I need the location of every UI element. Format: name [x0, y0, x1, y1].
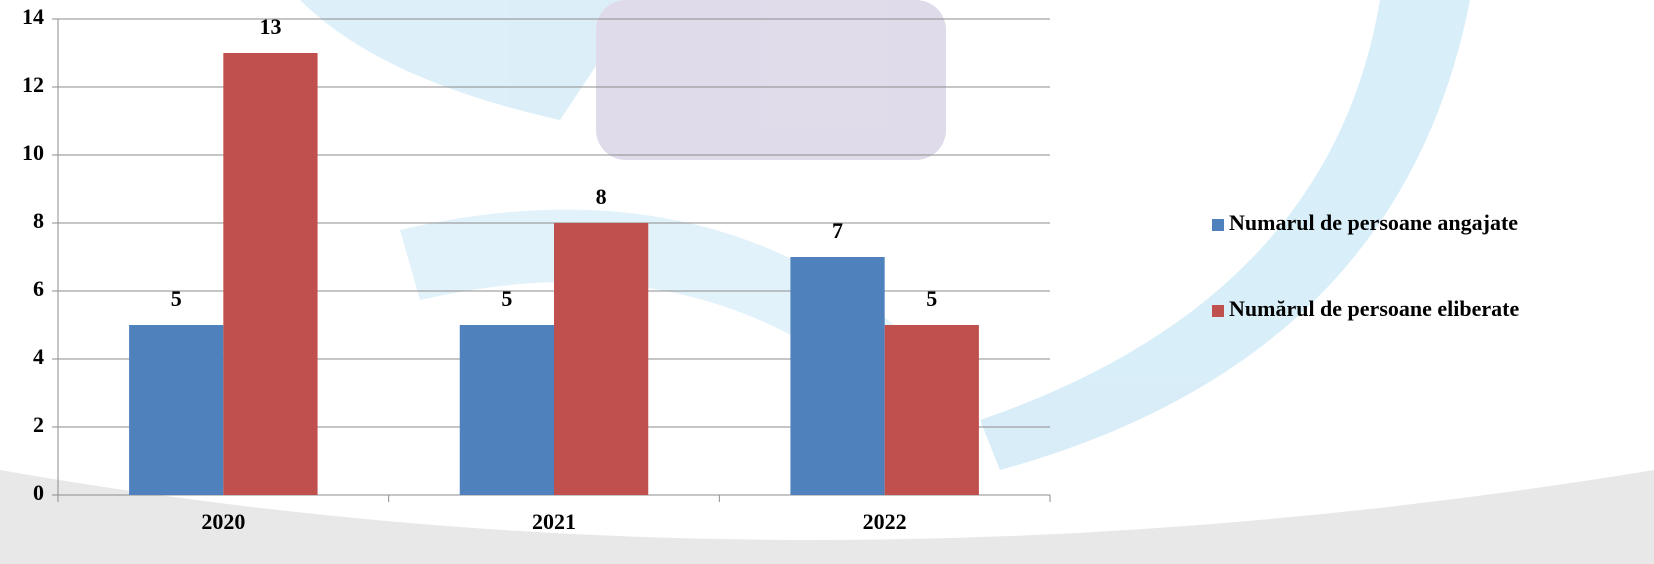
data-label: 8	[596, 184, 607, 209]
data-label: 5	[501, 286, 512, 311]
x-tick-label: 2020	[201, 509, 245, 534]
legend-swatch	[1212, 219, 1224, 231]
bar	[885, 325, 979, 495]
y-tick-label: 0	[33, 480, 44, 505]
data-label: 5	[926, 286, 937, 311]
bar	[460, 325, 554, 495]
data-label: 5	[171, 286, 182, 311]
legend-label: Numarul de persoane angajate	[1229, 210, 1518, 235]
bar	[129, 325, 223, 495]
y-tick-label: 8	[33, 208, 44, 233]
chart: 0 2 4 6 8 10 12 14 2020 5 13 2021 5 8 2022 7 5 Numarul de…	[0, 0, 1654, 564]
x-tick-label: 2021	[532, 509, 576, 534]
x-tick-label: 2022	[863, 509, 907, 534]
bar	[790, 257, 884, 495]
data-label: 7	[832, 218, 843, 243]
watermark-shape	[300, 0, 640, 120]
y-tick-label: 4	[33, 344, 44, 369]
watermark-shape	[596, 0, 946, 160]
bar	[223, 53, 317, 495]
y-tick-label: 12	[22, 72, 44, 97]
y-tick-label: 6	[33, 276, 44, 301]
data-label: 13	[259, 14, 281, 39]
y-tick-label: 14	[22, 4, 44, 29]
legend-label: Numărul de persoane eliberate	[1229, 296, 1519, 321]
legend-swatch	[1212, 305, 1224, 317]
y-tick-label: 10	[22, 140, 44, 165]
y-tick-label: 2	[33, 412, 44, 437]
bar	[554, 223, 648, 495]
